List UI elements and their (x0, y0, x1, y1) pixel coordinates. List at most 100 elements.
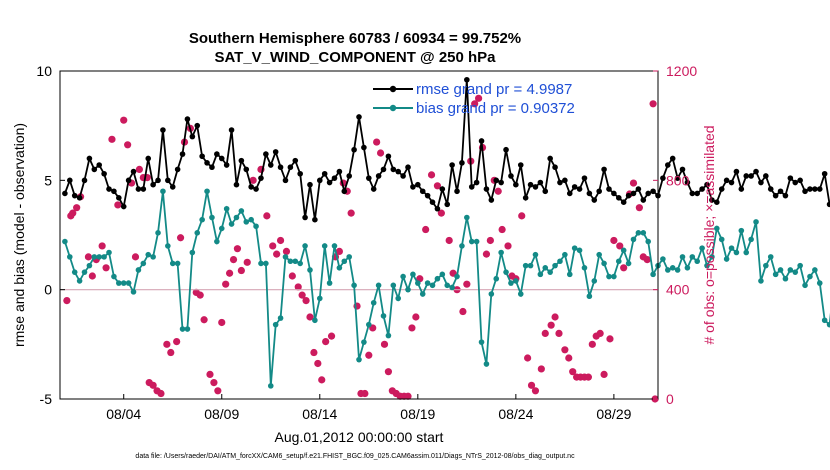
obs-point-49 (288, 272, 296, 280)
rmse-point-21 (165, 177, 171, 184)
obs-point-84 (437, 209, 445, 217)
bias-point-56 (336, 265, 343, 271)
bias-point-70 (405, 286, 411, 293)
rmse-point-118 (640, 197, 647, 203)
rmse-point-47 (292, 157, 299, 164)
bias-point-127 (684, 265, 691, 271)
rmse-point-119 (645, 190, 651, 197)
x-tick-label-2: 08/14 (302, 406, 337, 422)
rmse-point-104 (571, 184, 578, 190)
obs-point-111 (561, 346, 569, 354)
legend-bias-label: bias grand pr = 0.90372 (416, 100, 575, 117)
obs-point-15 (131, 253, 140, 261)
bias-point-119 (645, 238, 651, 245)
rmse-point-86 (483, 186, 490, 192)
bias-point-12 (120, 280, 127, 286)
rmse-point-42 (267, 162, 274, 168)
bias-point-43 (272, 321, 279, 328)
obs-point-2 (69, 209, 77, 217)
rmse-point-79 (449, 162, 455, 168)
bias-point-47 (292, 258, 299, 265)
bias-point-48 (297, 260, 303, 267)
rmse-point-146 (777, 188, 784, 195)
rmse-point-51 (312, 216, 318, 223)
rmse-point-87 (488, 197, 495, 203)
rmse-point-101 (557, 179, 563, 186)
bias-point-45 (282, 254, 289, 260)
rmse-point-63 (370, 186, 377, 192)
rmse-point-70 (405, 164, 411, 171)
rmse-point-12 (120, 203, 127, 210)
obs-point-98 (498, 225, 506, 234)
obs-point-89 (463, 280, 471, 288)
bias-point-101 (557, 258, 563, 265)
obs-point-125 (620, 264, 628, 272)
bias-point-140 (748, 236, 754, 243)
rmse-point-113 (615, 195, 622, 201)
bias-point-67 (390, 282, 397, 289)
rmse-point-27 (194, 122, 201, 129)
left-tick-label-1: 0 (44, 282, 52, 298)
right-tick-label-0: 0 (666, 391, 674, 407)
bias-point-86 (483, 361, 490, 367)
obs-point-130 (643, 256, 651, 264)
bias-point-118 (640, 230, 647, 236)
rmse-point-100 (552, 164, 558, 171)
bias-point-61 (361, 339, 367, 345)
rmse-point-45 (282, 177, 289, 184)
obs-point-63 (347, 209, 355, 217)
bias-point-25 (184, 326, 191, 332)
bias-point-15 (135, 267, 142, 273)
bias-point-106 (581, 265, 588, 271)
bias-point-33 (223, 205, 230, 212)
bias-point-155 (821, 317, 828, 324)
right-tick-label-1: 400 (666, 282, 690, 298)
obs-point-51 (298, 291, 306, 299)
bias-point-7 (96, 254, 103, 260)
bias-point-27 (194, 230, 201, 236)
rmse-point-33 (223, 162, 230, 168)
rmse-point-151 (802, 188, 808, 195)
bias-point-139 (743, 249, 750, 256)
bias-point-16 (140, 260, 147, 267)
obs-point-88 (459, 307, 467, 316)
obs-point-56 (318, 376, 326, 384)
bias-point-18 (150, 254, 156, 260)
rmse-point-112 (611, 190, 617, 197)
rmse-point-72 (415, 181, 421, 188)
obs-point-60 (335, 247, 343, 255)
rmse-point-102 (562, 177, 568, 184)
obs-point-41 (243, 258, 251, 266)
rmse-point-39 (253, 186, 259, 192)
obs-point-94 (482, 250, 491, 258)
bias-point-111 (606, 273, 612, 280)
rmse-point-155 (821, 170, 828, 177)
rmse-point-81 (459, 160, 465, 166)
bias-point-42 (267, 383, 274, 389)
obs-point-91 (471, 100, 479, 108)
bias-point-147 (782, 275, 789, 282)
obs-point-109 (551, 313, 559, 321)
obs-point-81 (422, 225, 430, 234)
obs-point-104 (527, 381, 536, 389)
bias-point-126 (679, 254, 686, 260)
bias-point-26 (189, 249, 196, 256)
rmse-point-76 (434, 205, 441, 212)
obs-point-26 (176, 234, 185, 242)
rmse-point-147 (782, 192, 789, 199)
bias-point-39 (253, 223, 259, 230)
bias-point-125 (674, 267, 681, 273)
obs-point-118 (588, 340, 596, 348)
rmse-point-95 (527, 181, 534, 188)
bias-point-22 (169, 260, 176, 267)
rmse-point-110 (601, 166, 607, 173)
obs-point-45 (269, 242, 277, 250)
obs-point-99 (504, 242, 512, 250)
bias-point-63 (370, 299, 377, 306)
bias-point-38 (248, 216, 254, 223)
bias-point-99 (547, 269, 553, 275)
bias-point-114 (620, 247, 627, 254)
obs-point-83 (433, 182, 442, 190)
bias-point-87 (488, 291, 495, 297)
rmse-point-35 (233, 181, 240, 188)
